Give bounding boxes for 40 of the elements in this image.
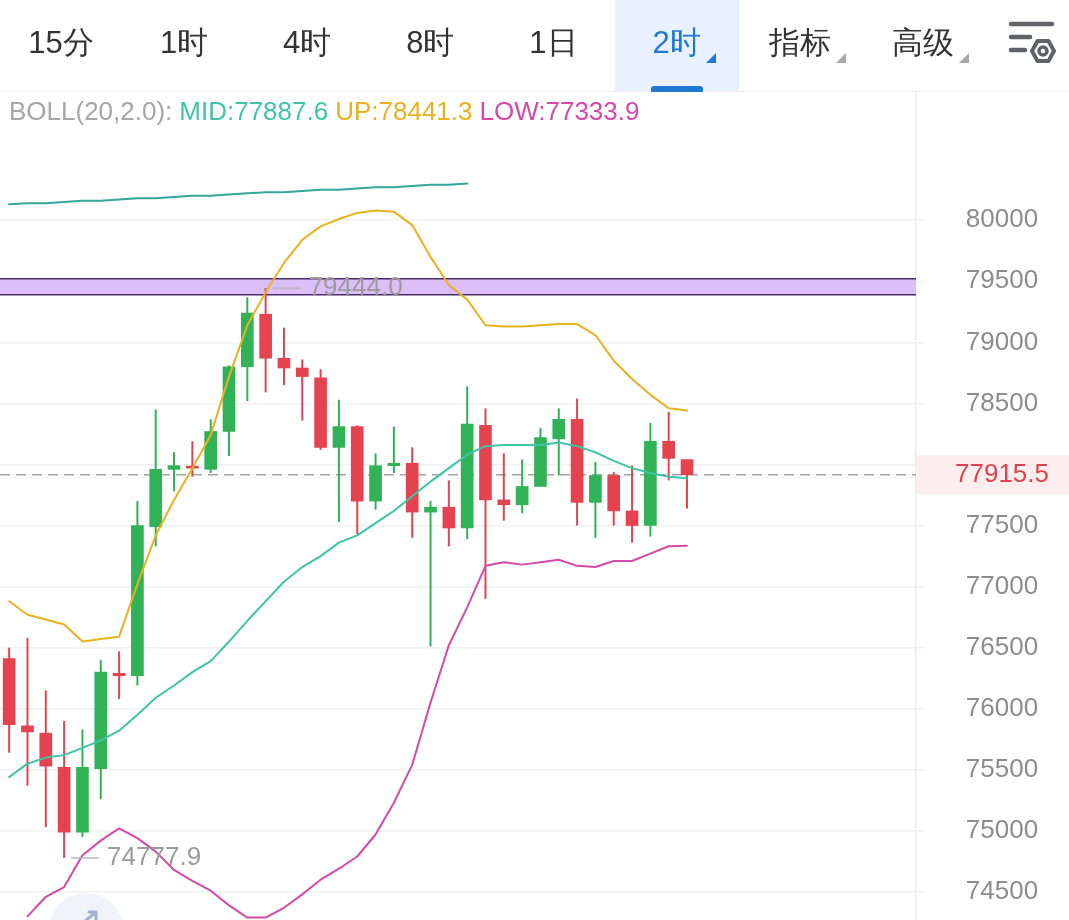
y-tick-label: 77500	[965, 508, 1039, 539]
candlestick	[112, 650, 126, 700]
annotation: 79444.0	[308, 271, 403, 302]
y-tick-label: 76500	[965, 630, 1039, 661]
candlestick	[515, 458, 529, 515]
y-tick-label: 79500	[965, 264, 1039, 295]
text: UP:78441.3	[335, 96, 473, 126]
text: 1日	[529, 24, 578, 62]
text: LOW:77333.9	[479, 96, 640, 126]
text: 2时	[652, 24, 701, 62]
candlestick	[442, 479, 456, 548]
candlestick	[497, 452, 511, 522]
candlestick	[277, 326, 291, 387]
text: 15分	[28, 24, 94, 62]
candlestick	[552, 407, 566, 477]
candlestick	[167, 451, 181, 493]
candlestick	[21, 636, 34, 787]
candlestick	[625, 464, 639, 544]
legend-title: BOLL(20,2.0):	[9, 96, 173, 126]
y-tick-label: 75000	[965, 814, 1039, 845]
y-tick-label: 77915.5	[955, 457, 1049, 488]
candlestick	[295, 358, 309, 422]
text: 1时	[159, 24, 209, 62]
text: MID:77887.6	[179, 96, 329, 126]
text: 高级	[891, 24, 954, 62]
y-tick-label: 78500	[965, 386, 1039, 417]
y-tick-label: 74500	[965, 875, 1039, 906]
y-tick-label: 75500	[965, 752, 1039, 783]
candlestick	[424, 500, 437, 648]
text: 8时	[406, 24, 455, 62]
text: 4时	[283, 24, 332, 62]
y-tick-label: 77000	[965, 569, 1039, 600]
candlestick	[332, 398, 346, 523]
y-tick-label: 79000	[965, 325, 1039, 356]
y-tick-label: 80000	[965, 203, 1039, 234]
candlestick	[680, 458, 694, 510]
candlestick	[387, 425, 401, 475]
y-tick-label: 76000	[965, 691, 1039, 722]
candlestick	[662, 410, 676, 482]
text: 指标	[768, 24, 831, 62]
